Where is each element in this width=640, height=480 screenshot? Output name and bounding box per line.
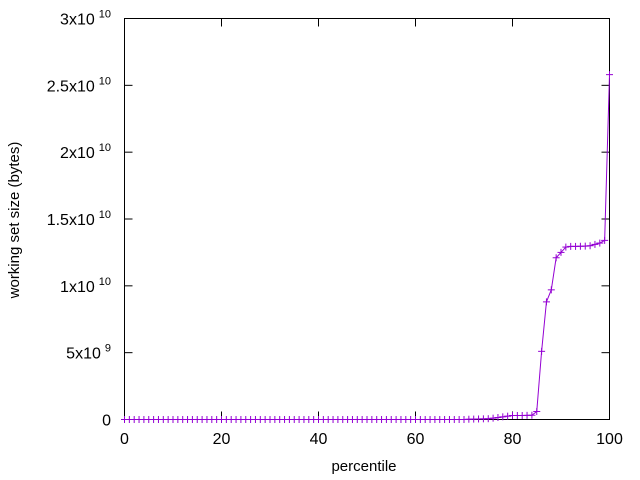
data-point [596, 239, 604, 247]
data-point [552, 254, 560, 262]
series-layer [121, 71, 613, 423]
data-point [494, 413, 502, 421]
series-line [124, 74, 610, 420]
data-point [484, 415, 492, 423]
data-point [562, 243, 570, 251]
data-point [591, 240, 599, 248]
y-tick-label: 3x10 10 [60, 9, 111, 29]
x-tick-label: 60 [407, 431, 425, 448]
data-point [528, 411, 536, 419]
data-point [504, 412, 512, 420]
data-point [606, 71, 613, 79]
y-tick-label: 0 [102, 413, 111, 430]
y-axis-title: working set size (bytes) [6, 142, 23, 300]
data-point [547, 286, 555, 294]
data-point [538, 347, 546, 355]
x-tick-label: 20 [213, 431, 231, 448]
data-point [499, 413, 507, 421]
data-point [533, 407, 541, 415]
plot-frame [124, 18, 610, 420]
y-tick-label: 1x10 10 [60, 276, 111, 296]
x-tick-label: 100 [596, 431, 623, 448]
x-axis-ticks: 0 20 40 60 80 100 [120, 18, 623, 448]
data-point [489, 414, 497, 422]
data-point [542, 298, 550, 306]
x-tick-label: 0 [120, 431, 129, 448]
data-point [601, 236, 609, 244]
x-axis-title: percentile [331, 458, 396, 475]
x-tick-label: 80 [504, 431, 522, 448]
data-point [586, 242, 594, 250]
y-tick-label: 2x10 10 [60, 142, 111, 162]
y-axis-ticks: 0 5x10 9 1x10 10 1.5x10 10 2x10 10 2.5x10 10 3x10 10 [47, 9, 610, 430]
x-tick-label: 40 [310, 431, 328, 448]
y-tick-label: 2.5x10 10 [47, 75, 111, 95]
y-tick-label: 1.5x10 10 [47, 209, 111, 229]
y-tick-label: 5x10 9 [66, 343, 111, 363]
data-point [557, 248, 565, 256]
